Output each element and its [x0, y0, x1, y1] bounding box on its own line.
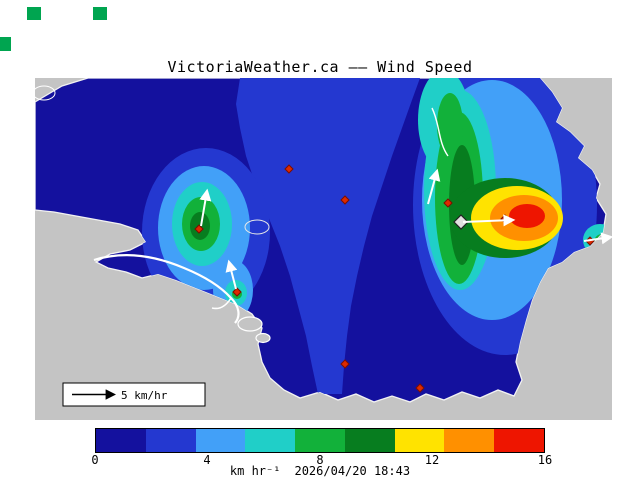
colorbar-segment	[96, 429, 146, 452]
timestamp: 2026/04/20 18:43	[294, 464, 411, 478]
coast-detail-arc	[35, 85, 56, 101]
island	[255, 332, 271, 344]
colorbar-tick-label: 4	[203, 453, 211, 467]
window-artifact	[0, 37, 11, 51]
map-area: 5 km/hr	[35, 78, 612, 420]
wind-vector	[225, 259, 238, 290]
wind-vector	[583, 232, 612, 245]
colorbar-segment	[494, 429, 545, 452]
colorbar-tick-label: 8	[316, 453, 324, 467]
harbour-channel-coastline	[93, 254, 240, 324]
legend-box	[62, 382, 206, 407]
colorbar-segment	[394, 429, 445, 452]
colorbar	[95, 428, 545, 453]
contour-level-4	[437, 93, 463, 157]
station-marker	[284, 164, 294, 174]
wind-vector	[462, 214, 516, 227]
colorbar-segment	[195, 429, 246, 452]
station-marker	[415, 383, 425, 393]
contour-level-8	[509, 204, 545, 228]
contour-level-1	[236, 78, 420, 394]
legend-scale-label: 5 km/hr	[121, 389, 168, 402]
vector-scale-legend: 5 km/hr	[62, 382, 206, 407]
window-artifact	[27, 7, 41, 20]
station-marker	[194, 224, 204, 234]
island	[237, 316, 263, 332]
colorbar-segment	[444, 429, 495, 452]
peninsula-coastline	[431, 107, 449, 157]
colorbar-gradient	[96, 429, 545, 452]
colorbar-caption: km hr⁻¹ 2026/04/20 18:43	[0, 465, 640, 477]
wind-vectors	[199, 168, 612, 290]
colorbar-segment	[245, 429, 296, 452]
station-marker	[340, 359, 350, 369]
colorbar-segment	[145, 429, 196, 452]
colorbar-segment	[295, 429, 345, 452]
page-title: VictoriaWeather.ca —— Wind Speed	[167, 58, 473, 76]
inlet-coastline	[211, 297, 232, 310]
wind-vector	[427, 168, 441, 205]
colorbar-tick-label: 12	[424, 453, 440, 467]
station-marker	[443, 198, 453, 208]
colorbar-tick-label: 16	[537, 453, 553, 467]
colorbar-tick-label: 0	[91, 453, 99, 467]
station-marker-open	[453, 214, 469, 230]
units-label: km hr⁻¹	[229, 464, 281, 478]
window-artifact	[93, 7, 107, 20]
lagoon-outline	[244, 219, 270, 235]
station-marker	[340, 195, 350, 205]
station-marker	[232, 287, 242, 297]
colorbar-segment	[344, 429, 395, 452]
wind-vector	[199, 188, 212, 227]
